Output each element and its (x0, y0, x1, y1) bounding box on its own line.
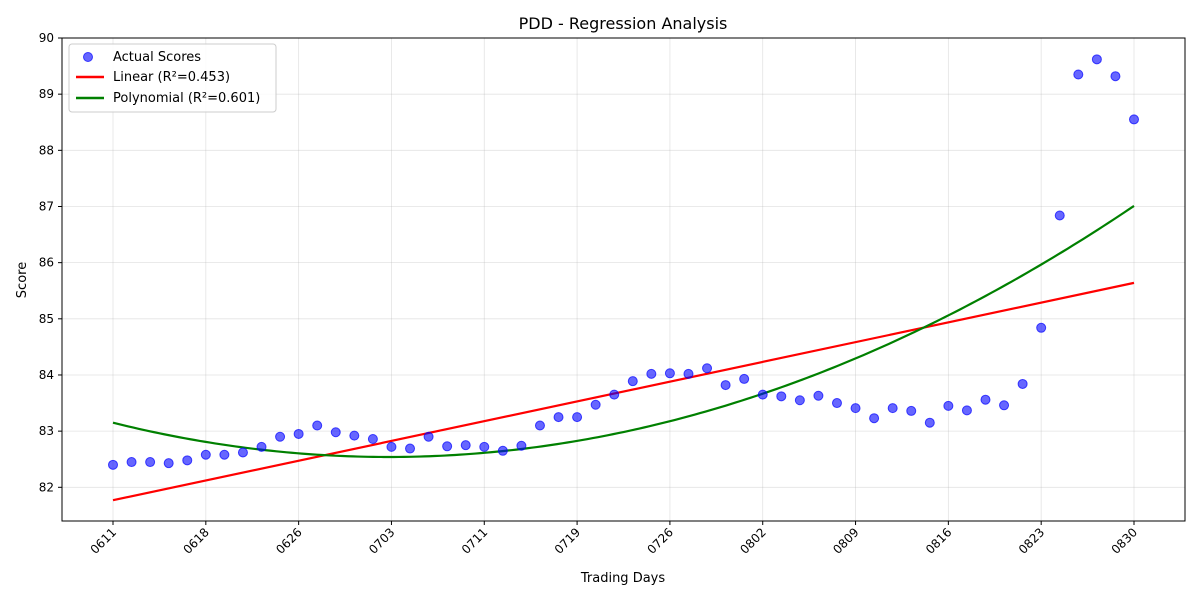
data-point (1017, 378, 1028, 389)
data-point (293, 428, 304, 439)
data-point (108, 459, 118, 470)
data-point (720, 380, 731, 391)
data-point (906, 405, 917, 416)
y-axis-label: Score (15, 262, 30, 298)
x-tick-label: 0611 (88, 525, 119, 556)
data-point (572, 412, 583, 423)
data-point (182, 455, 193, 466)
data-point (405, 443, 416, 454)
legend-label-actual-scores: Actual Scores (113, 50, 201, 65)
legend: Actual Scores Linear (R²=0.453) Polynomi… (68, 43, 277, 113)
y-tick-label: 83 (39, 424, 54, 438)
y-tick-label: 85 (39, 312, 54, 326)
data-point (386, 441, 397, 452)
y-tick-label: 82 (39, 480, 54, 494)
data-point (794, 395, 805, 406)
data-point (145, 457, 156, 468)
data-point (757, 389, 768, 400)
data-point (1073, 69, 1084, 80)
x-tick-label: 0823 (1016, 525, 1047, 556)
data-point (497, 445, 508, 456)
data-point (980, 394, 991, 405)
data-point (479, 441, 490, 452)
data-point (219, 449, 230, 460)
data-point (627, 376, 638, 387)
data-point (1036, 322, 1047, 333)
data-point (664, 368, 675, 379)
data-point (1091, 54, 1102, 65)
data-point (126, 457, 137, 468)
data-point (312, 420, 323, 431)
y-tick-label: 89 (39, 87, 54, 101)
linear-fit-line (112, 281, 1135, 502)
x-tick-label: 0711 (459, 525, 490, 556)
data-point (590, 399, 601, 410)
data-point (646, 368, 657, 379)
data-point (1054, 210, 1065, 221)
data-point (256, 441, 267, 452)
x-tick-label: 0618 (180, 525, 211, 556)
y-tick-label: 86 (39, 256, 54, 270)
data-point (163, 458, 174, 469)
legend-label-polynomial: Polynomial (R²=0.601) (113, 91, 260, 106)
data-point (553, 412, 564, 423)
x-tick-label: 0626 (273, 525, 304, 556)
polynomial-fit-curve (112, 205, 1135, 459)
data-point (683, 368, 694, 379)
legend-label-linear: Linear (R²=0.453) (113, 70, 230, 85)
legend-box (68, 43, 277, 113)
data-point (776, 391, 787, 402)
data-point (460, 440, 471, 451)
data-point (442, 441, 453, 452)
chart-title: PDD - Regression Analysis (519, 14, 728, 33)
data-point (1129, 114, 1139, 125)
data-point (349, 430, 360, 441)
data-point (739, 373, 750, 384)
x-axis: 0611 0618 0626 0703 0711 0719 0726 0802 0809 0816… (88, 521, 1140, 557)
data-point (237, 447, 248, 458)
data-point (831, 398, 842, 409)
data-point (813, 390, 824, 401)
plot-frame (61, 37, 1186, 522)
data-point (534, 420, 545, 431)
data-point (275, 431, 286, 442)
data-point (943, 400, 954, 411)
x-tick-label: 0830 (1109, 525, 1140, 556)
y-tick-label: 84 (39, 368, 54, 382)
x-tick-label: 0809 (830, 525, 861, 556)
data-point (887, 403, 898, 414)
x-tick-label: 0802 (737, 525, 768, 556)
data-point (924, 417, 935, 428)
data-point (999, 400, 1010, 411)
data-point (609, 389, 620, 400)
data-point (367, 434, 378, 445)
data-point (330, 427, 341, 438)
data-point (869, 413, 880, 424)
data-point (1110, 71, 1121, 82)
x-tick-label: 0719 (552, 525, 583, 556)
y-axis: 82 83 84 85 86 87 88 89 90 (39, 31, 62, 494)
x-axis-label: Trading Days (580, 571, 665, 586)
grid (62, 37, 1185, 521)
data-point (961, 405, 972, 416)
data-point (850, 403, 861, 414)
y-tick-label: 90 (39, 31, 54, 45)
data-point (702, 363, 713, 374)
data-point (200, 449, 211, 460)
series-layer (108, 54, 1139, 502)
x-tick-label: 0816 (923, 525, 954, 556)
data-point (516, 440, 527, 451)
legend-marker-actual-scores (83, 52, 93, 62)
y-tick-label: 87 (39, 199, 54, 213)
x-tick-label: 0726 (645, 525, 676, 556)
x-tick-label: 0703 (366, 525, 397, 556)
y-tick-label: 88 (39, 143, 54, 157)
data-point (423, 431, 434, 442)
